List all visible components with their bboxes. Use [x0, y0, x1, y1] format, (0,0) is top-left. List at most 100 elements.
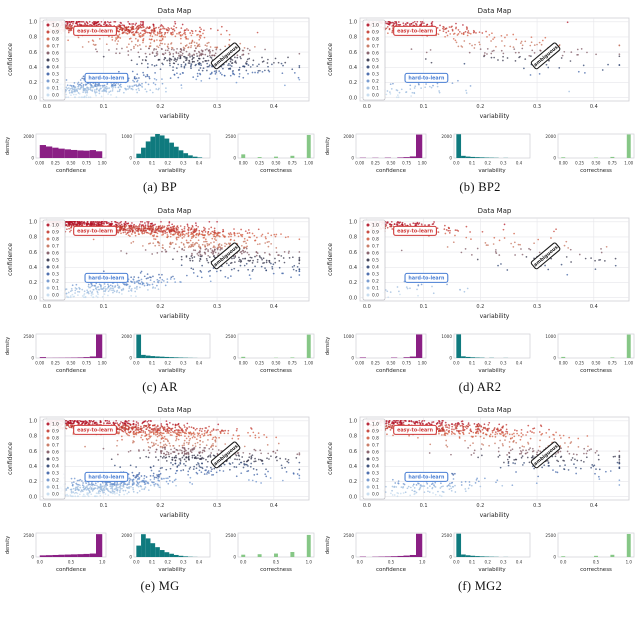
svg-text:0.8: 0.8 [372, 236, 379, 242]
svg-text:1.00: 1.00 [98, 161, 107, 166]
svg-text:0.4: 0.4 [349, 265, 357, 271]
svg-text:0.0: 0.0 [43, 304, 51, 310]
panel-caption: (f) MG2 [457, 579, 503, 593]
svg-text:0.6: 0.6 [29, 249, 37, 255]
svg-text:0.75: 0.75 [608, 161, 617, 166]
svg-text:2000: 2000 [343, 134, 354, 139]
svg-text:0.1: 0.1 [372, 86, 379, 92]
svg-text:0.4: 0.4 [52, 264, 59, 270]
svg-text:0.6: 0.6 [349, 249, 357, 255]
svg-text:variability: variability [478, 368, 506, 374]
svg-text:0.3: 0.3 [533, 304, 541, 310]
svg-text:variability: variability [480, 113, 510, 120]
svg-text:1.00: 1.00 [304, 360, 313, 365]
svg-text:Data Map: Data Map [478, 7, 512, 15]
svg-text:0.4: 0.4 [196, 360, 203, 365]
svg-text:0.50: 0.50 [387, 161, 396, 166]
svg-text:0.00: 0.00 [559, 360, 568, 365]
svg-text:2000: 2000 [441, 134, 452, 139]
svg-text:0.2: 0.2 [372, 278, 379, 284]
svg-text:0.2: 0.2 [52, 79, 59, 85]
svg-text:hard-to-learn: hard-to-learn [408, 76, 445, 82]
svg-text:density: density [5, 336, 11, 354]
svg-text:0.4: 0.4 [516, 360, 523, 365]
svg-text:0.00: 0.00 [355, 360, 364, 365]
panel-mg2: Data Map 0.0 0.1 0.2 0.3 0.4 0.0 0.2 0.4 0.6 0.8 1.… [320, 403, 640, 593]
svg-text:0.1: 0.1 [52, 86, 59, 92]
svg-text:0: 0 [31, 355, 34, 360]
svg-text:0.3: 0.3 [180, 360, 187, 365]
panel-ar: Data Map 0.0 0.1 0.2 0.3 0.4 0.0 0.2 0.4 0.6 0.8 1.… [0, 204, 320, 394]
svg-text:0.0: 0.0 [453, 360, 460, 365]
svg-text:0.1: 0.1 [420, 304, 428, 310]
svg-text:2000: 2000 [23, 134, 34, 139]
svg-text:variability: variability [478, 168, 506, 174]
svg-text:1.00: 1.00 [98, 360, 107, 365]
svg-text:0.1: 0.1 [149, 360, 156, 365]
svg-text:0.0: 0.0 [43, 104, 51, 110]
panel-bp2: Data Map 0.0 0.1 0.2 0.3 0.4 0.0 0.2 0.4 0.6 0.8 1.… [320, 4, 640, 194]
svg-text:0.0: 0.0 [133, 161, 140, 166]
svg-text:0.2: 0.2 [156, 104, 164, 110]
svg-text:0.0: 0.0 [363, 104, 371, 110]
svg-text:0.50: 0.50 [67, 161, 76, 166]
datamap-ar2: Data Map 0.0 0.1 0.2 0.3 0.4 0.0 0.2 0.4 0.6 0.8 1.… [324, 204, 636, 332]
svg-text:0.1: 0.1 [372, 285, 379, 291]
svg-text:0.75: 0.75 [402, 360, 411, 365]
svg-text:0.25: 0.25 [371, 161, 380, 166]
svg-text:correctness: correctness [580, 168, 612, 174]
svg-text:0.2: 0.2 [29, 479, 37, 485]
svg-text:0.4: 0.4 [590, 304, 598, 310]
svg-text:0.4: 0.4 [29, 65, 37, 71]
svg-text:0.25: 0.25 [371, 360, 380, 365]
svg-text:confidence: confidence [7, 442, 14, 475]
datamap-bp: Data Map 0.0 0.1 0.2 0.3 0.4 0.0 0.2 0.4 0.6 0.8 1.… [4, 4, 316, 132]
svg-text:0.0: 0.0 [453, 161, 460, 166]
histograms-bp2: 0 2000 0.00 0.25 0.50 0.75 1.00 confidence densi… [324, 132, 636, 178]
svg-text:1000: 1000 [343, 334, 354, 339]
svg-text:1.0: 1.0 [372, 23, 379, 29]
svg-text:1.00: 1.00 [304, 161, 313, 166]
svg-text:confidence: confidence [376, 168, 407, 174]
svg-text:0.25: 0.25 [51, 360, 60, 365]
svg-text:0.8: 0.8 [349, 234, 357, 240]
svg-text:0.9: 0.9 [372, 30, 379, 36]
svg-text:0.2: 0.2 [156, 304, 164, 310]
svg-text:1.0: 1.0 [52, 222, 59, 228]
svg-text:0.75: 0.75 [82, 360, 91, 365]
svg-text:0: 0 [351, 355, 354, 360]
svg-text:0.4: 0.4 [349, 65, 357, 71]
svg-text:1.00: 1.00 [624, 360, 633, 365]
svg-text:0: 0 [449, 355, 452, 360]
svg-text:0.3: 0.3 [52, 271, 59, 277]
svg-text:0.00: 0.00 [239, 360, 248, 365]
svg-text:1.0: 1.0 [52, 23, 59, 29]
svg-text:0.2: 0.2 [165, 360, 172, 365]
svg-text:confidence: confidence [56, 168, 87, 174]
svg-text:0.3: 0.3 [213, 503, 221, 509]
svg-text:0.0: 0.0 [52, 292, 59, 298]
svg-text:0.6: 0.6 [29, 50, 37, 56]
svg-text:0.0: 0.0 [349, 295, 357, 301]
svg-text:easy-to-learn: easy-to-learn [77, 228, 114, 234]
svg-text:0.2: 0.2 [165, 161, 172, 166]
panel-bp: Data Map 0.0 0.1 0.2 0.3 0.4 0.0 0.2 0.4 0.6 0.8 1.… [0, 4, 320, 194]
panel-caption: (a) BP [142, 180, 178, 194]
svg-text:0.75: 0.75 [402, 161, 411, 166]
svg-text:0.4: 0.4 [29, 265, 37, 271]
svg-text:0.1: 0.1 [100, 304, 108, 310]
svg-text:1.0: 1.0 [349, 219, 357, 225]
svg-text:1000: 1000 [441, 334, 452, 339]
svg-text:variability: variability [158, 168, 186, 174]
svg-text:0.25: 0.25 [575, 161, 584, 166]
svg-text:confidence: confidence [56, 368, 87, 374]
svg-text:0.4: 0.4 [196, 161, 203, 166]
svg-text:0.3: 0.3 [500, 161, 507, 166]
svg-text:1.0: 1.0 [29, 219, 37, 225]
panel-caption: (d) AR2 [458, 379, 502, 394]
svg-text:0.0: 0.0 [43, 503, 51, 509]
svg-text:0.50: 0.50 [272, 161, 281, 166]
svg-text:variability: variability [160, 113, 190, 120]
svg-text:0.75: 0.75 [608, 360, 617, 365]
svg-text:confidence: confidence [7, 43, 14, 76]
